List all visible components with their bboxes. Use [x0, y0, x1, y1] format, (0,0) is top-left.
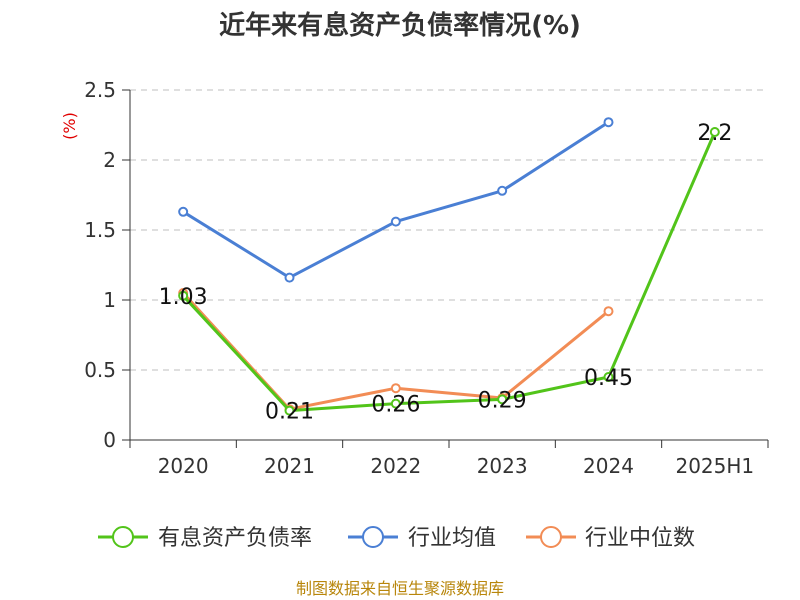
y-axis-label: (%) — [60, 112, 79, 140]
x-tick-label: 2021 — [264, 454, 315, 478]
data-point — [390, 216, 401, 227]
legend: 有息资产负债率 行业均值 行业中位数 — [98, 526, 695, 551]
x-tick-label: 2022 — [370, 454, 421, 478]
series-layer — [178, 117, 720, 416]
data-label: 0.26 — [371, 393, 420, 418]
data-point — [178, 290, 189, 301]
data-label: 0.21 — [265, 400, 314, 425]
data-label: 0.29 — [478, 388, 527, 413]
data-label: 2.2 — [697, 121, 732, 146]
x-tick-label: 2020 — [158, 454, 209, 478]
legend-item: 有息资产负债率 — [98, 526, 312, 551]
series-line — [182, 120, 610, 280]
data-point — [390, 398, 401, 409]
series-line — [182, 131, 717, 413]
series-1 — [178, 117, 614, 283]
y-tick-label: 1.5 — [84, 218, 116, 242]
grid-lines — [130, 89, 768, 371]
legend-label: 有息资产负债率 — [158, 526, 312, 551]
data-point — [390, 383, 401, 394]
y-tick-label: 1 — [103, 288, 116, 312]
data-point — [178, 206, 189, 217]
x-tick-label: 2024 — [583, 454, 634, 478]
y-tick-label: 2 — [103, 148, 116, 172]
data-point — [284, 405, 295, 416]
series-0 — [178, 127, 720, 416]
x-tick-label: 2025H1 — [675, 454, 754, 478]
legend-label: 行业均值 — [408, 526, 496, 551]
legend-item: 行业均值 — [348, 526, 496, 551]
legend-item: 行业中位数 — [526, 526, 695, 551]
y-tick-label: 2.5 — [84, 78, 116, 102]
source-note: 制图数据来自恒生聚源数据库 — [296, 579, 504, 598]
axes: 0 0.5 1 1.5 2 2.5 2020 2021 2022 2023 2024 2025H1 — [84, 78, 769, 478]
data-point — [709, 127, 720, 137]
chart-title: 近年来有息资产负债率情况(%) — [219, 10, 581, 41]
data-label: 1.03 — [159, 285, 208, 310]
x-tick-label: 2023 — [477, 454, 528, 478]
legend-label: 行业中位数 — [585, 526, 695, 551]
data-point — [284, 272, 295, 283]
y-tick-label: 0.5 — [84, 358, 116, 382]
data-point — [603, 306, 614, 317]
data-point — [603, 372, 614, 382]
data-point — [497, 394, 508, 405]
y-tick-label: 0 — [103, 428, 116, 452]
legend-marker — [540, 526, 562, 548]
data-labels: 1.03 0.21 0.26 0.29 0.45 2.2 — [159, 121, 733, 425]
data-label: 0.45 — [584, 366, 633, 391]
legend-marker — [362, 526, 384, 548]
data-point — [603, 117, 614, 128]
legend-marker — [112, 526, 134, 548]
data-point — [497, 185, 508, 196]
